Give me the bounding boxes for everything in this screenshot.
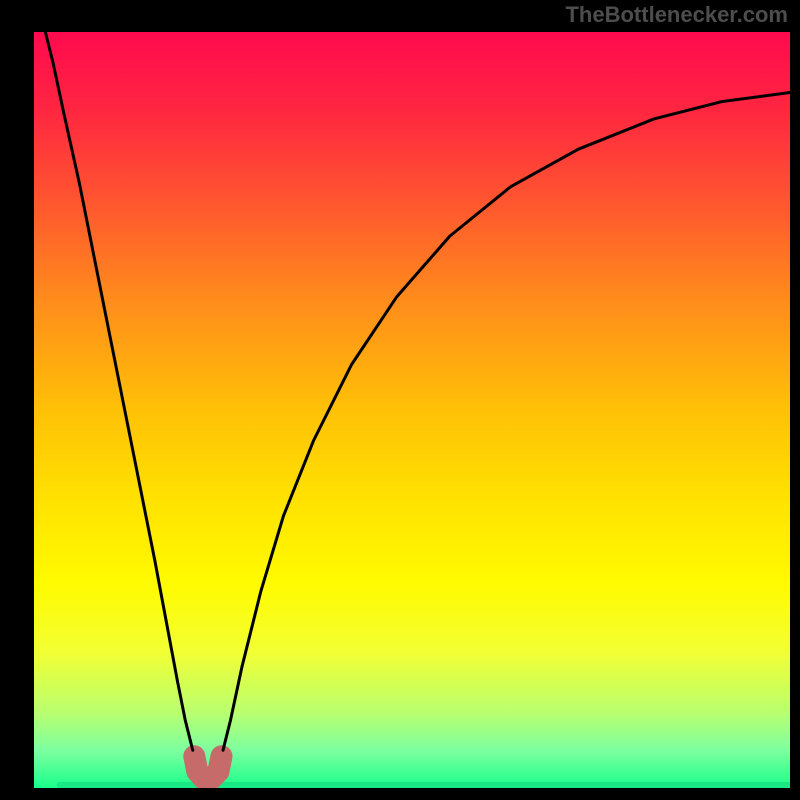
plot-background [34, 32, 790, 788]
watermark-label: TheBottlenecker.com [565, 2, 788, 28]
chart-root: TheBottlenecker.com [0, 0, 800, 800]
chart-svg [0, 0, 800, 800]
